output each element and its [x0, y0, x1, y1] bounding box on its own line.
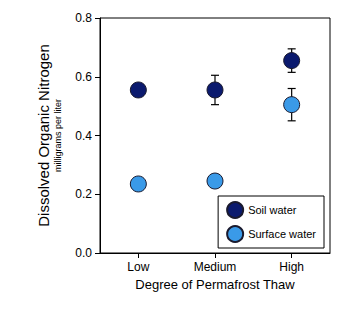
svg-text:0.4: 0.4: [75, 129, 92, 143]
svg-text:0.8: 0.8: [75, 11, 92, 25]
svg-text:Low: Low: [127, 260, 149, 274]
svg-text:0.6: 0.6: [75, 70, 92, 84]
svg-text:High: High: [279, 260, 304, 274]
svg-text:Dissolved Organic Nitrogen: Dissolved Organic Nitrogen: [35, 44, 52, 227]
svg-text:Soil water: Soil water: [248, 204, 297, 216]
svg-text:0.2: 0.2: [75, 187, 92, 201]
svg-text:Degree of Permafrost Thaw: Degree of Permafrost Thaw: [135, 277, 295, 292]
svg-text:Medium: Medium: [194, 260, 237, 274]
svg-text:0.0: 0.0: [75, 246, 92, 260]
svg-text:milligrams per liter: milligrams per liter: [53, 99, 63, 172]
svg-text:Surface water: Surface water: [248, 228, 316, 240]
